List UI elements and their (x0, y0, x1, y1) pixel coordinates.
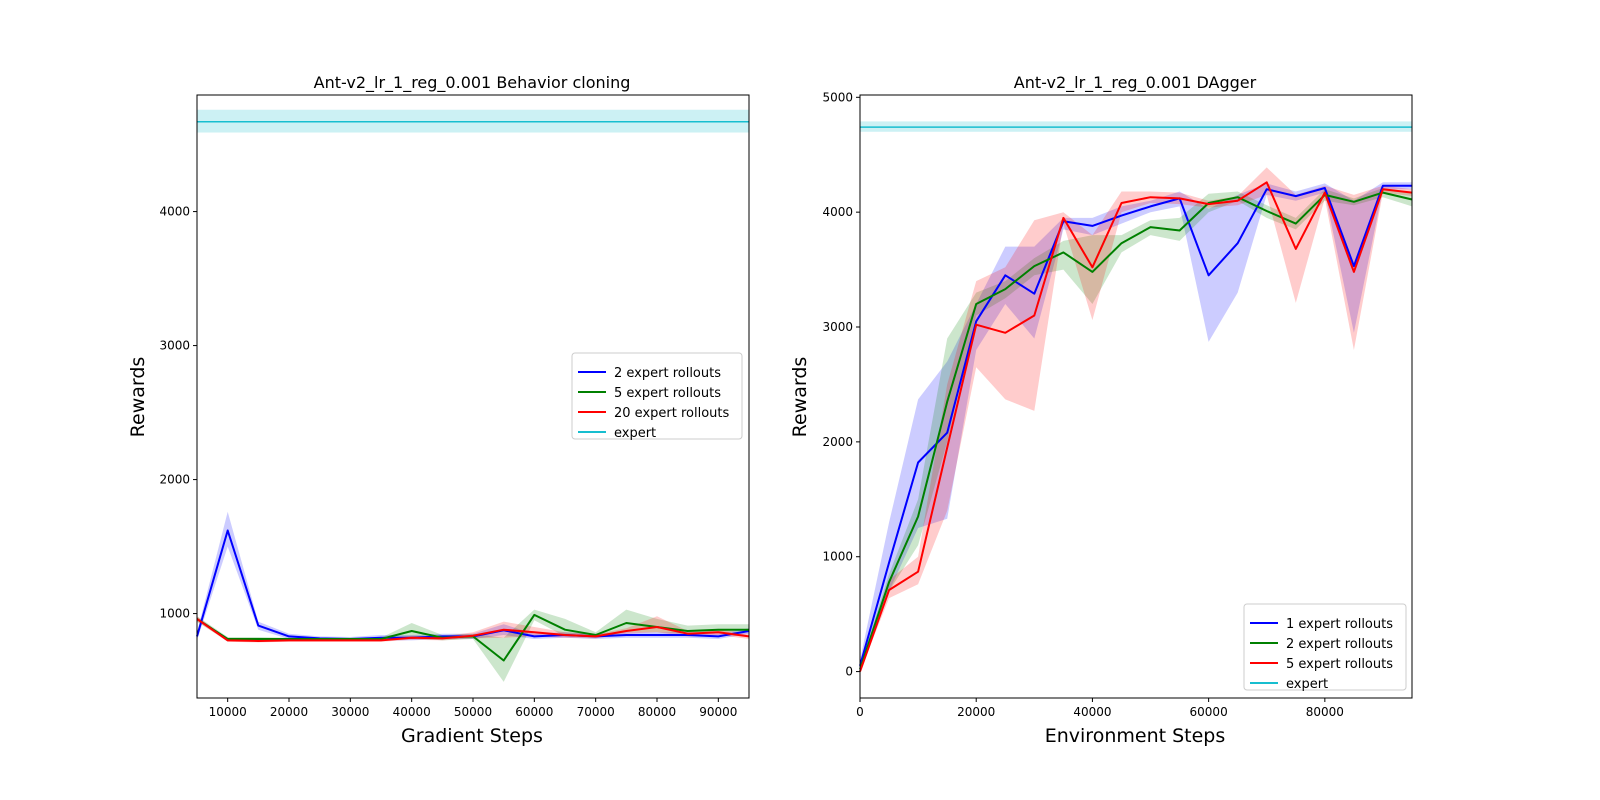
y-tick-label: 3000 (159, 339, 190, 353)
x-axis-ticks: 10000 20000 30000 40000 50000 60000 70000 80000… (209, 698, 737, 719)
legend-label: 5 expert rollouts (614, 386, 721, 401)
y-tick-label: 0 (845, 665, 853, 679)
x-tick-label: 60000 (1190, 705, 1228, 719)
legend-label: 20 expert rollouts (614, 406, 729, 421)
x-axis-label: Environment Steps (1045, 725, 1226, 747)
x-tick-label: 20000 (957, 705, 995, 719)
dagger-chart: Ant-v2_lr_1_reg_0.001 DAgger 0 20000 40000… (789, 73, 1413, 747)
x-tick-label: 60000 (515, 705, 553, 719)
legend-label: 1 expert rollouts (1286, 617, 1393, 632)
plot-frame (859, 94, 1413, 699)
y-tick-label: 4000 (159, 205, 190, 219)
series-lines (196, 121, 750, 662)
series-line-1 (859, 184, 1412, 667)
x-tick-label: 80000 (638, 705, 676, 719)
y-axis-label: Rewards (789, 357, 811, 438)
legend: 1 expert rollouts 2 expert rollouts 5 ex… (1243, 603, 1407, 692)
legend-box (571, 352, 743, 440)
legend-label: 2 expert rollouts (1286, 637, 1393, 652)
series-line-3 (859, 181, 1413, 672)
x-axis-ticks: 0 20000 40000 60000 80000 (856, 698, 1344, 719)
x-tick-label: 80000 (1306, 705, 1344, 719)
legend: 2 expert rollouts 5 expert rollouts 20 e… (571, 352, 743, 441)
x-tick-label: 40000 (1073, 705, 1111, 719)
x-tick-label: 50000 (454, 705, 492, 719)
y-tick-label: 5000 (822, 90, 853, 104)
chart-title: Ant-v2_lr_1_reg_0.001 DAgger (1014, 73, 1257, 93)
x-axis-label: Gradient Steps (401, 725, 543, 747)
series-line-3 (196, 618, 750, 642)
series-lines (859, 126, 1413, 672)
x-tick-label: 30000 (331, 705, 369, 719)
y-tick-label: 2000 (159, 473, 190, 487)
y-tick-label: 2000 (822, 435, 853, 449)
behavior-cloning-chart: Ant-v2_lr_1_reg_0.001 Behavior cloning 1… (127, 73, 750, 747)
x-tick-label: 20000 (270, 705, 308, 719)
legend-label: 5 expert rollouts (1286, 657, 1393, 672)
x-tick-label: 0 (856, 705, 864, 719)
legend-label: expert (614, 426, 656, 441)
y-tick-label: 4000 (822, 205, 853, 219)
series-band-2 (197, 609, 749, 682)
series-line-2 (859, 191, 1413, 670)
legend-label: expert (1286, 677, 1328, 692)
series-band-1 (860, 182, 1412, 672)
x-tick-label: 40000 (393, 705, 431, 719)
x-tick-label: 90000 (699, 705, 737, 719)
x-tick-label: 70000 (577, 705, 615, 719)
legend-box (1243, 603, 1407, 691)
y-axis-ticks: 0 1000 2000 3000 4000 5000 (822, 90, 860, 679)
x-tick-label: 10000 (209, 705, 247, 719)
y-axis-label: Rewards (127, 357, 149, 438)
legend-label: 2 expert rollouts (614, 366, 721, 381)
y-tick-label: 1000 (822, 550, 853, 564)
y-tick-label: 1000 (159, 607, 190, 621)
y-axis-ticks: 1000 2000 3000 4000 (159, 205, 197, 621)
chart-title: Ant-v2_lr_1_reg_0.001 Behavior cloning (314, 73, 631, 93)
y-tick-label: 3000 (822, 320, 853, 334)
